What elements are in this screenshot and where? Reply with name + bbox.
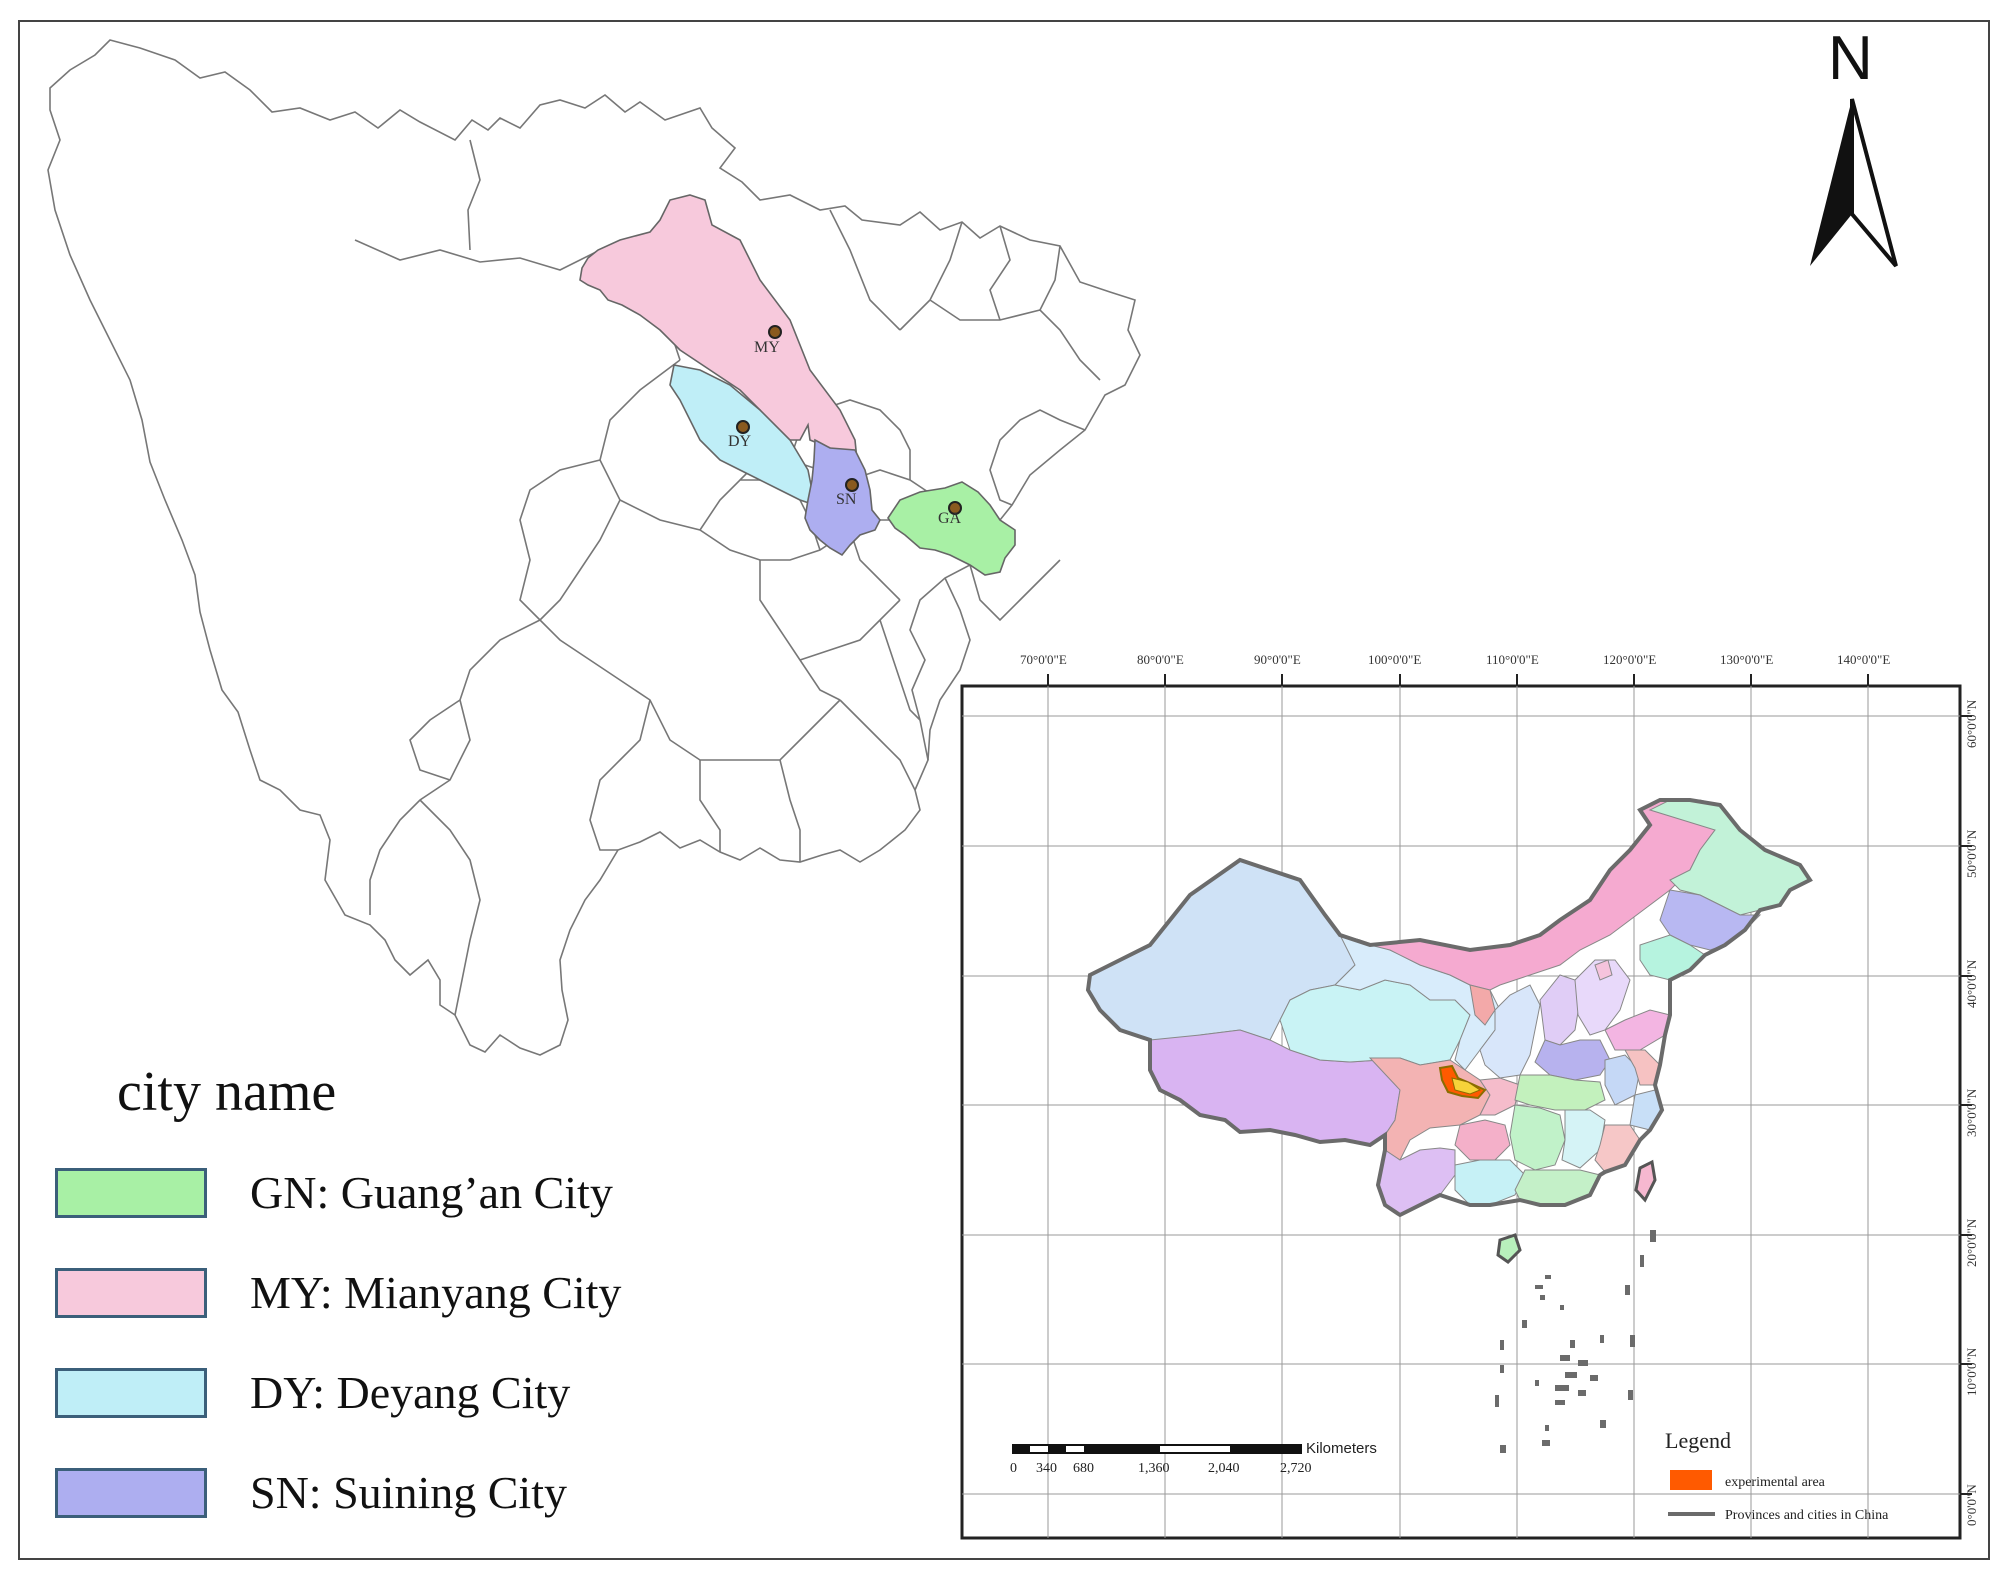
- marker-label-my: MY: [754, 339, 780, 356]
- province-hunan: [1509, 1104, 1566, 1171]
- highlighted-cities: [579, 194, 1016, 576]
- lon-label-120: 120°0'0"E: [1603, 652, 1656, 667]
- province-jiangxi: [1561, 1109, 1606, 1169]
- legend-swatch-gn: [55, 1168, 207, 1218]
- scale-tick-2720: 2,720: [1280, 1461, 1312, 1476]
- inset-legend-swatch-experimental: [1670, 1470, 1712, 1490]
- marker-sn: SN: [836, 478, 859, 508]
- lon-label-100: 100°0'0"E: [1368, 652, 1421, 667]
- legend-label-sn: SN: Suining City: [250, 1467, 567, 1518]
- scale-tick-2040: 2,040: [1208, 1461, 1240, 1476]
- scale-tick-340: 340: [1036, 1461, 1057, 1476]
- marker-label-dy: DY: [728, 433, 752, 450]
- figure-frame: [18, 20, 1990, 1560]
- marker-my: MY: [754, 325, 782, 356]
- lat-label-50: 50°0'0"N: [1964, 829, 1979, 878]
- scale-tick-0: 0: [1010, 1461, 1017, 1476]
- experimental-area-highlight: [1438, 1064, 1487, 1100]
- scale-bar: Kilometers 0 340 680 1,360 2,040 2,720: [1010, 1440, 1377, 1476]
- province-ningxia: [1469, 984, 1496, 1026]
- province-hainan: [1496, 1233, 1522, 1264]
- marker-ga: GA: [938, 501, 962, 527]
- lat-label-10: 10°0'0"N: [1964, 1347, 1979, 1396]
- lon-label-110: 110°0'0"E: [1486, 652, 1539, 667]
- legend-label-gn: GN: Guang’an City: [250, 1167, 613, 1218]
- deyang-city-region: [669, 364, 817, 507]
- inset-legend-title: Legend: [1665, 1428, 1731, 1453]
- sichuan-outline: [47, 39, 1141, 1056]
- lon-label-80: 80°0'0"E: [1137, 652, 1184, 667]
- legend-row-my: MY: Mianyang City: [55, 1267, 755, 1322]
- lat-label-30: 30°0'0"N: [1964, 1088, 1979, 1137]
- province-hebei: [1574, 959, 1631, 1036]
- china-provinces: [1087, 799, 1811, 1264]
- city-legend: city name GN: Guang’an City MY: Mianyang…: [55, 1060, 755, 1540]
- scale-unit: Kilometers: [1306, 1440, 1377, 1457]
- latitude-labels: 60°0'0"N 50°0'0"N 40°0'0"N 30°0'0"N 20°0…: [1964, 699, 1979, 1526]
- legend-label-dy: DY: Deyang City: [250, 1367, 571, 1418]
- inset-legend: Legend experimental area Provinces and c…: [1665, 1428, 1889, 1523]
- lat-label-20: 20°0'0"N: [1964, 1218, 1979, 1267]
- inset-legend-provinces: Provinces and cities in China: [1725, 1508, 1889, 1523]
- legend-row-gn: GN: Guang’an City: [55, 1167, 755, 1222]
- north-label: N: [1828, 24, 1873, 93]
- legend-row-dy: DY: Deyang City: [55, 1367, 755, 1422]
- lat-label-40: 40°0'0"N: [1964, 959, 1979, 1008]
- province-shaanxi: [1479, 984, 1541, 1079]
- legend-row-sn: SN: Suining City: [55, 1467, 755, 1522]
- south-china-sea-islands: [1495, 1230, 1656, 1453]
- marker-label-sn: SN: [836, 491, 857, 508]
- province-guangxi: [1454, 1159, 1526, 1206]
- province-guizhou: [1454, 1119, 1511, 1161]
- marker-label-ga: GA: [938, 510, 962, 527]
- legend-swatch-sn: [55, 1468, 207, 1518]
- lat-label-0: 0°0'0"N: [1964, 1484, 1979, 1526]
- city-legend-title: city name: [117, 1061, 337, 1123]
- longitude-labels: 70°0'0"E 80°0'0"E 90°0'0"E 100°0'0"E 110…: [1020, 652, 1890, 667]
- guangan-city-region: [887, 481, 1016, 576]
- city-markers: MY DY SN GA: [728, 325, 962, 527]
- scale-tick-1360: 1,360: [1138, 1461, 1170, 1476]
- suining-city-region: [804, 438, 881, 557]
- province-beijing: [1594, 959, 1613, 981]
- north-arrow: N: [1800, 24, 1910, 274]
- legend-label-my: MY: Mianyang City: [250, 1267, 622, 1318]
- province-taiwan: [1634, 1159, 1657, 1203]
- legend-swatch-my: [55, 1268, 207, 1318]
- lon-label-130: 130°0'0"E: [1720, 652, 1773, 667]
- north-arrow-icon: N: [1810, 24, 1898, 268]
- lon-label-140: 140°0'0"E: [1837, 652, 1890, 667]
- marker-dy: DY: [728, 420, 752, 450]
- lon-label-90: 90°0'0"E: [1254, 652, 1301, 667]
- province-chongqing: [1479, 1077, 1521, 1116]
- lon-label-70: 70°0'0"E: [1020, 652, 1067, 667]
- lat-label-60: 60°0'0"N: [1964, 699, 1979, 748]
- mianyang-city-region: [579, 194, 859, 472]
- china-outline: [1085, 798, 1813, 1218]
- inset-legend-experimental: experimental area: [1725, 1475, 1826, 1490]
- scale-tick-680: 680: [1073, 1461, 1094, 1476]
- province-hubei: [1514, 1074, 1606, 1111]
- legend-swatch-dy: [55, 1368, 207, 1418]
